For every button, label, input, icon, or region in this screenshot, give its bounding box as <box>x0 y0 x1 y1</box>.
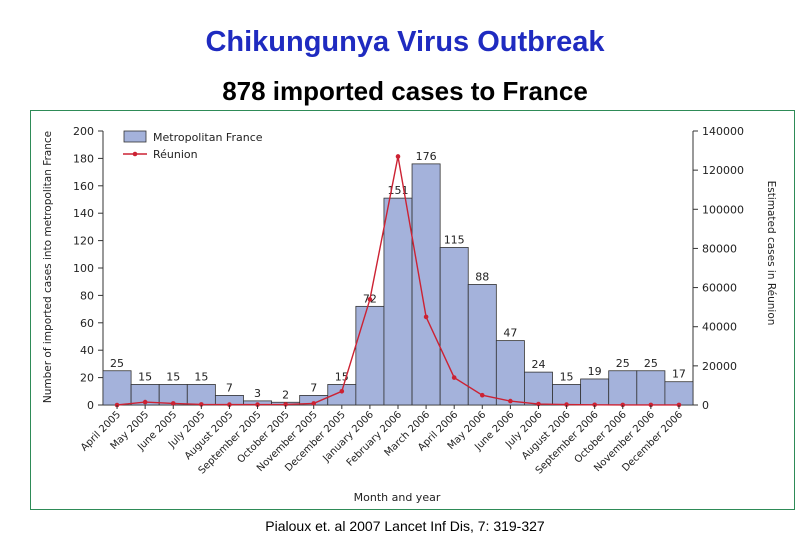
bar <box>524 371 553 406</box>
slide-subtitle: 878 imported cases to France <box>222 76 588 106</box>
chart: 2515151573271572151176115884724151925251… <box>42 125 777 504</box>
bar <box>186 384 216 406</box>
reunion-line-group <box>114 154 682 408</box>
ticks-group: 0 20 40 60 80 100 120 140 160 180 200 0 20000 40000 60… <box>73 125 744 412</box>
bar-value-label: 88 <box>475 270 489 283</box>
y2-tick-label: 80000 <box>702 242 737 255</box>
bar <box>327 384 357 406</box>
reunion-point <box>676 402 682 408</box>
bars-group <box>102 163 694 406</box>
y-tick-label: 20 <box>80 372 94 385</box>
reunion-point <box>592 402 597 408</box>
y2-axis-label: Estimated cases in Réunion <box>765 181 777 326</box>
y-tick-label: 120 <box>73 235 94 248</box>
bar-value-label: 24 <box>531 358 545 371</box>
slide-title: Chikungunya Virus Outbreak <box>205 26 605 58</box>
y-tick-label: 0 <box>87 399 94 412</box>
legend: Metropolitan France Réunion <box>123 130 263 161</box>
reunion-point <box>648 402 654 408</box>
reunion-point <box>395 154 401 159</box>
y-tick-label: 40 <box>80 344 94 357</box>
chart-frame: 2515151573271572151176115884724151925251… <box>30 110 795 510</box>
legend-swatch-metropolitan-france <box>123 130 147 143</box>
bar-labels-group: 2515151573271572151176115884724151925251… <box>110 150 686 401</box>
y2-tick-label: 60000 <box>702 282 737 295</box>
reunion-point <box>536 401 541 407</box>
y2-tick-label: 20000 <box>702 360 737 373</box>
legend-marker-reunion <box>132 151 138 157</box>
bar <box>439 247 469 406</box>
y2-tick-label: 100000 <box>702 203 744 216</box>
citation: Pialoux et. al 2007 Lancet Inf Dis, 7: 3… <box>265 518 545 534</box>
reunion-point <box>142 399 148 405</box>
bar-value-label: 3 <box>254 387 261 400</box>
y-tick-label: 180 <box>73 152 94 165</box>
reunion-point <box>508 398 513 404</box>
bar-value-label: 17 <box>672 368 686 381</box>
bar-value-label: 176 <box>416 150 437 163</box>
bar <box>636 370 666 406</box>
y-tick-label: 140 <box>73 207 94 220</box>
bar-value-label: 25 <box>110 357 124 370</box>
reunion-point <box>311 401 317 406</box>
bar-value-label: 25 <box>644 357 658 370</box>
y-tick-label: 200 <box>73 125 94 138</box>
reunion-point <box>479 392 485 398</box>
bar-value-label: 15 <box>166 370 180 383</box>
y2-tick-label: 40000 <box>702 321 737 334</box>
bar <box>355 305 385 406</box>
legend-label-reunion: Réunion <box>153 148 198 161</box>
reunion-point <box>227 402 232 407</box>
bar <box>580 378 610 406</box>
reunion-point <box>339 389 345 394</box>
bar <box>102 370 132 406</box>
bar <box>411 163 441 406</box>
reunion-point <box>170 401 176 406</box>
y-tick-label: 60 <box>80 317 94 330</box>
bar <box>608 370 638 406</box>
reunion-point <box>199 402 204 407</box>
y2-tick-label: 120000 <box>702 164 744 177</box>
y2-tick-label: 140000 <box>702 125 744 138</box>
reunion-point <box>564 402 569 407</box>
bar <box>467 284 497 406</box>
bar-value-label: 15 <box>560 370 574 383</box>
bar-value-label: 115 <box>444 233 465 246</box>
bar-value-label: 47 <box>503 327 517 340</box>
y-tick-label: 160 <box>73 180 94 193</box>
reunion-point <box>620 402 626 408</box>
reunion-point <box>283 402 288 407</box>
bar-value-label: 7 <box>310 381 317 394</box>
y-tick-label: 100 <box>73 262 94 275</box>
y-axis-label: Number of imported cases into metropolit… <box>42 131 54 403</box>
bar <box>552 384 582 406</box>
reunion-point <box>423 314 429 320</box>
reunion-point <box>367 297 373 302</box>
bar-value-label: 7 <box>226 381 233 394</box>
y2-tick-label: 0 <box>702 399 709 412</box>
bar <box>383 197 413 406</box>
reunion-point <box>451 375 457 380</box>
bar <box>495 340 525 406</box>
legend-label-metropolitan-france: Metropolitan France <box>153 131 263 144</box>
reunion-point <box>255 402 260 407</box>
bar-value-label: 15 <box>138 370 152 383</box>
bar-value-label: 2 <box>282 388 289 401</box>
x-axis-label: Month and year <box>354 491 441 504</box>
bar-value-label: 25 <box>616 357 630 370</box>
bar-value-label: 19 <box>588 365 602 378</box>
bar-value-label: 15 <box>194 370 208 383</box>
y-tick-label: 80 <box>80 289 94 302</box>
bar <box>664 381 694 406</box>
